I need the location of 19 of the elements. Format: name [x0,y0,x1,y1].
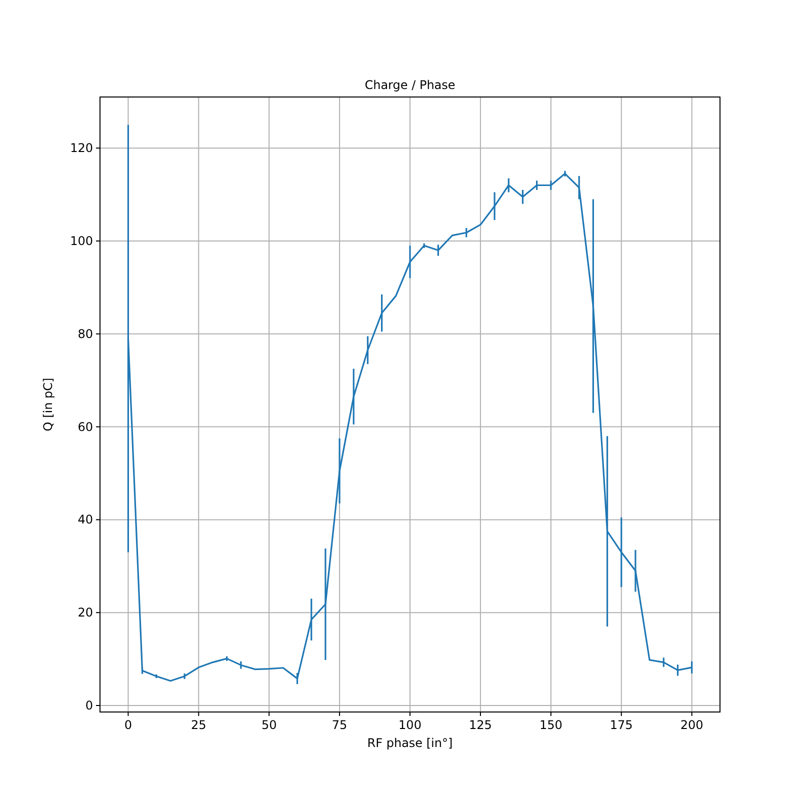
y-tick-label: 40 [78,512,93,527]
y-tick-label: 120 [70,141,93,156]
chart-title: Charge / Phase [364,78,456,92]
y-tick-label: 0 [85,698,93,712]
y-axis-title: Q [in pC] [41,378,55,432]
y-tick-label: 100 [70,234,93,248]
x-tick-label: 0 [124,718,132,732]
x-tick-label: 175 [610,718,633,732]
y-tick-label: 80 [78,326,93,341]
y-tick-label: 20 [78,606,93,620]
x-tick-label: 200 [680,718,704,732]
x-tick-label: 25 [190,718,206,732]
x-tick-label: 75 [332,718,348,732]
x-tick-label: 100 [398,718,422,732]
x-axis-title: RF phase [in°] [367,736,453,750]
y-tick-label: 60 [78,420,93,434]
x-tick-label: 50 [261,718,277,732]
x-tick-label: 150 [539,718,562,732]
x-tick-label: 125 [469,718,492,732]
